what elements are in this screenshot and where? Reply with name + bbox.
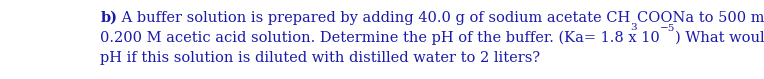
Text: −5: −5 (660, 24, 675, 33)
Text: pH if this solution is diluted with distilled water to 2 liters?: pH if this solution is diluted with dist… (100, 51, 540, 65)
Text: 0.200 M acetic acid solution. Determine the pH of the buffer. (Ka= 1.8 x 10: 0.200 M acetic acid solution. Determine … (100, 30, 660, 45)
Text: A buffer solution is prepared by adding 40.0 g of sodium acetate CH: A buffer solution is prepared by adding … (117, 11, 630, 25)
Text: ) What would be the: ) What would be the (675, 31, 764, 45)
Text: b): b) (100, 11, 117, 25)
Text: COONa to 500 mL of a: COONa to 500 mL of a (637, 11, 764, 25)
Text: 3: 3 (630, 23, 637, 32)
